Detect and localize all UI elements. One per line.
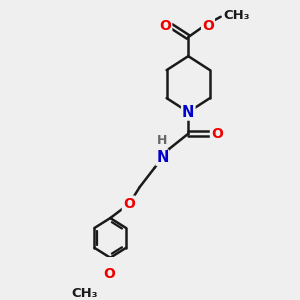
- Text: O: O: [104, 267, 116, 281]
- Text: CH₃: CH₃: [223, 9, 250, 22]
- Text: N: N: [182, 105, 194, 120]
- Text: O: O: [202, 19, 214, 33]
- Text: H: H: [157, 134, 168, 147]
- Text: N: N: [156, 150, 169, 165]
- Text: O: O: [159, 19, 171, 33]
- Text: O: O: [211, 127, 223, 141]
- Text: CH₃: CH₃: [71, 287, 98, 300]
- Text: O: O: [123, 196, 135, 211]
